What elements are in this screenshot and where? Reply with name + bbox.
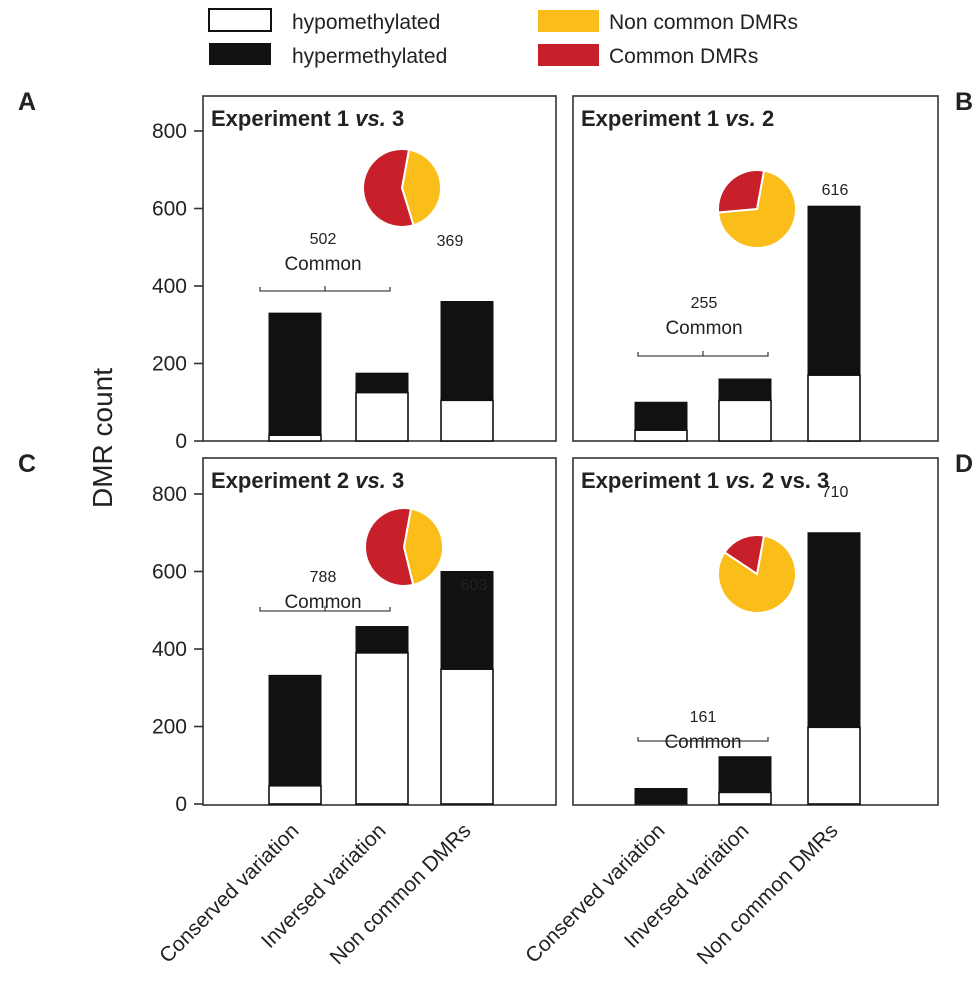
bar-hypomethylated [441, 669, 493, 804]
bar-hypermethylated [356, 627, 408, 653]
bar-hypomethylated [441, 400, 493, 441]
bar-hypomethylated [719, 400, 771, 441]
category-label: Conserved variation [155, 819, 303, 967]
bar-hypomethylated [719, 792, 771, 804]
y-tick-label: 800 [152, 483, 187, 506]
y-tick-label: 200 [152, 353, 187, 376]
panel-title: Experiment 1 vs. 2 [581, 106, 774, 131]
legend-label-hyper: hypermethylated [292, 45, 447, 68]
common-count: 788 [310, 569, 337, 586]
legend-label-noncommon: Non common DMRs [609, 11, 798, 34]
panel-title: Experiment 1 vs. 2 vs. 3 [581, 468, 829, 493]
common-count: 161 [690, 709, 717, 726]
legend-swatch-hypo [209, 9, 271, 31]
y-tick-label: 400 [152, 275, 187, 298]
common-word: Common [664, 732, 741, 753]
bar-hypermethylated [269, 313, 321, 435]
y-tick-label: 400 [152, 638, 187, 661]
bar-hypermethylated [441, 302, 493, 401]
noncommon-count: 710 [822, 484, 849, 501]
y-axis-label: DMR count [87, 368, 118, 508]
panel-b: B Experiment 1 vs. 2 255 Common 616 [573, 88, 973, 441]
common-word: Common [284, 592, 361, 613]
y-tick-label: 800 [152, 120, 187, 143]
category-label: Conserved variation [521, 819, 669, 967]
bar-hypomethylated [808, 727, 860, 804]
panel-letter: C [18, 450, 36, 478]
panel-title: Experiment 2 vs. 3 [211, 468, 404, 493]
bar-hypermethylated [356, 373, 408, 392]
panel-letter: D [955, 450, 973, 478]
panel-letter: A [18, 88, 36, 116]
legend-label-common: Common DMRs [609, 45, 758, 68]
noncommon-count: 616 [822, 182, 849, 199]
bar-hypermethylated [808, 533, 860, 728]
bar-hypomethylated [269, 435, 321, 441]
common-bracket [638, 351, 768, 356]
noncommon-count: 603 [461, 577, 488, 594]
bar-hypomethylated [356, 393, 408, 441]
y-tick-label: 0 [175, 430, 187, 453]
legend-label-hypo: hypomethylated [292, 11, 440, 34]
common-count: 255 [691, 295, 718, 312]
legend-swatch-hyper [209, 43, 271, 65]
legend-swatch-common [538, 44, 599, 66]
bar-hypomethylated [269, 786, 321, 804]
y-tick-label: 600 [152, 561, 187, 584]
y-tick-label: 600 [152, 198, 187, 221]
bar-hypomethylated [356, 653, 408, 804]
common-count: 502 [310, 231, 337, 248]
legend-swatch-noncommon [538, 10, 599, 32]
legend: hypomethylated hypermethylated Non commo… [209, 9, 798, 68]
bar-hypermethylated [635, 789, 687, 805]
category-label: Non common DMRs [326, 819, 476, 969]
panel-d: D Experiment 1 vs. 2 vs. 3 161 Common 710 [573, 450, 973, 805]
noncommon-count: 369 [437, 233, 464, 250]
pie-slice-common [718, 170, 764, 212]
bar-hypermethylated [269, 675, 321, 785]
panel-title: Experiment 1 vs. 3 [211, 106, 404, 131]
bar-hypomethylated [635, 430, 687, 441]
common-bracket [260, 286, 390, 291]
y-tick-label: 200 [152, 716, 187, 739]
bar-hypermethylated [719, 757, 771, 793]
bar-hypermethylated [719, 379, 771, 400]
bar-hypermethylated [808, 206, 860, 375]
bar-hypomethylated [808, 375, 860, 441]
bar-hypermethylated [635, 402, 687, 430]
panel-frame [573, 458, 938, 805]
panel-letter: B [955, 88, 973, 116]
common-word: Common [665, 318, 742, 339]
common-word: Common [284, 254, 361, 275]
y-tick-label: 0 [175, 793, 187, 816]
